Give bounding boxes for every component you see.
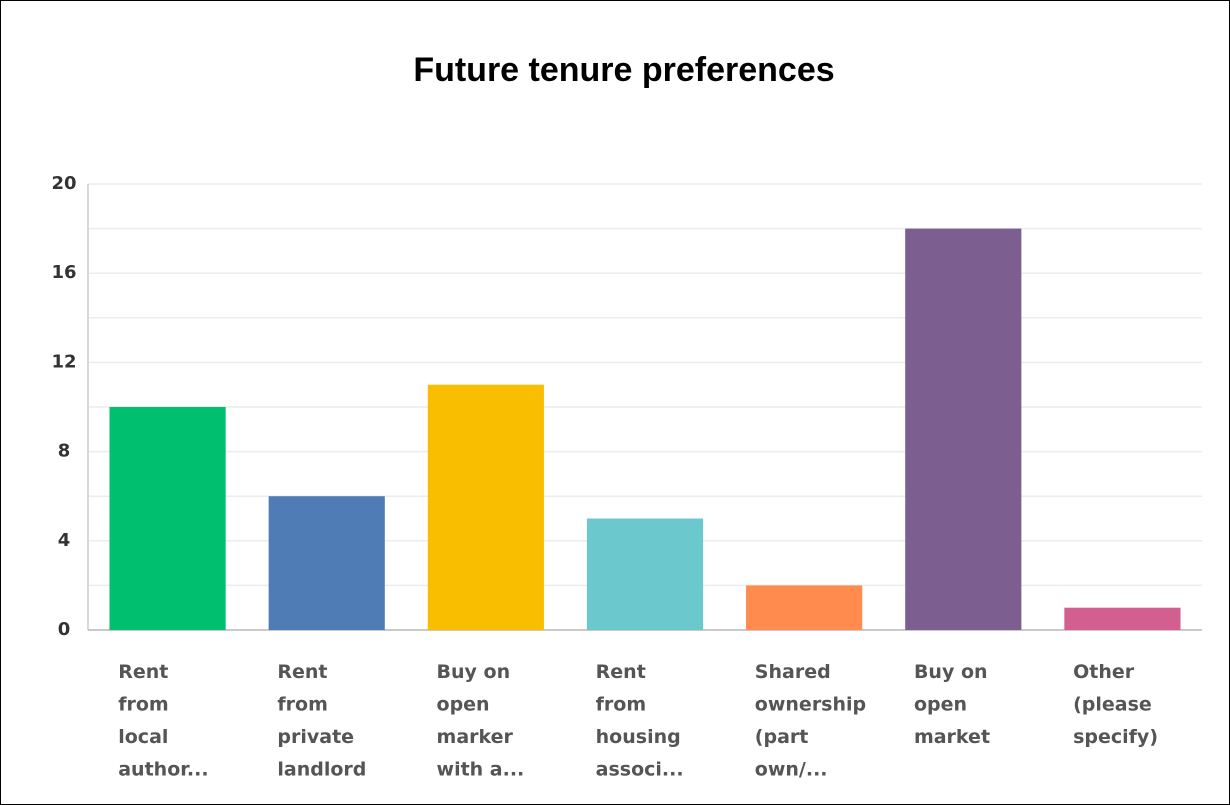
bar [1064, 607, 1181, 630]
x-tick-line: author... [118, 758, 208, 780]
x-tick-line: from [596, 693, 647, 715]
x-tick-line: market [914, 726, 990, 748]
x-tick-label: Buy on open marker with a... [437, 661, 525, 781]
x-tick-line: marker [437, 726, 514, 748]
x-tick-line: Buy on [437, 661, 511, 683]
x-tick-line: own/... [755, 758, 828, 780]
x-tick-label: Shared ownership (part own/... [755, 661, 866, 781]
x-tick-line: housing [596, 726, 681, 748]
x-tick-line: landlord [277, 758, 366, 780]
x-tick-line: associ... [596, 758, 684, 780]
y-tick-label: 4 [58, 530, 71, 551]
x-tick-line: (part [755, 726, 809, 748]
x-tick-line: local [118, 726, 168, 748]
x-tick-line: open [437, 693, 490, 715]
x-tick-line: Rent [596, 661, 646, 683]
y-tick-label: 12 [51, 351, 76, 372]
y-tick-label: 16 [51, 262, 76, 283]
x-tick-label: Rent from local author... [118, 661, 208, 781]
x-tick-label: Rent from housing associ... [596, 661, 684, 781]
bar [109, 407, 226, 630]
x-tick-line: Other [1073, 661, 1135, 683]
bar [427, 384, 544, 630]
x-tick-label: Buy on open market [914, 661, 990, 748]
x-tick-line: Buy on [914, 661, 988, 683]
x-tick-label: Rent from private landlord [277, 661, 366, 781]
x-tick-line: Rent [277, 661, 327, 683]
y-tick-label: 0 [58, 619, 71, 640]
x-tick-label: Other (please specify) [1073, 661, 1158, 748]
chart-title: Future tenure preferences [413, 51, 834, 89]
bar [746, 585, 863, 630]
x-tick-line: from [118, 693, 169, 715]
x-tick-line: from [277, 693, 328, 715]
x-tick-line: private [277, 726, 354, 748]
bar [905, 228, 1022, 630]
bar [268, 496, 385, 630]
bar [586, 518, 704, 630]
x-tick-line: Rent [118, 661, 168, 683]
x-tick-line: open [914, 693, 967, 715]
x-tick-line: ownership [755, 693, 866, 715]
x-tick-line: specify) [1073, 726, 1158, 748]
x-tick-line: (please [1073, 693, 1152, 715]
y-tick-label: 20 [51, 173, 76, 194]
y-tick-label: 8 [58, 441, 71, 462]
x-tick-line: with a... [437, 758, 525, 780]
x-tick-line: Shared [755, 661, 831, 683]
